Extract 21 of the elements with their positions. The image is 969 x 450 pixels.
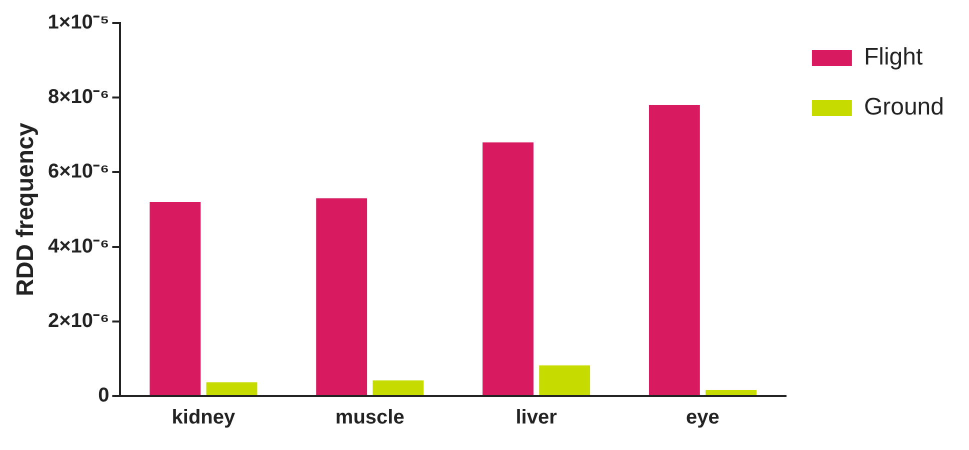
x-tick-label: liver bbox=[516, 406, 558, 429]
bar bbox=[648, 105, 700, 395]
bar bbox=[539, 365, 590, 395]
y-tick-label: 2×10⁻⁶ bbox=[48, 310, 110, 332]
x-tick-label: muscle bbox=[335, 406, 404, 429]
y-tick-label: 1×10⁻⁵ bbox=[48, 12, 110, 34]
legend-label: Ground bbox=[864, 94, 944, 121]
y-tick-label: 4×10⁻⁶ bbox=[48, 235, 110, 258]
y-tick-label: 8×10⁻⁶ bbox=[48, 86, 110, 108]
bar bbox=[150, 202, 201, 395]
y-tick-label: 0 bbox=[98, 384, 110, 407]
y-tick-label: 6×10⁻⁶ bbox=[48, 160, 110, 183]
bar bbox=[482, 142, 534, 395]
bar bbox=[316, 198, 368, 395]
bar bbox=[706, 390, 756, 395]
x-tick-label: eye bbox=[686, 406, 720, 429]
y-axis-title: RDD frequency bbox=[12, 122, 40, 296]
legend-label: Flight bbox=[864, 44, 923, 71]
x-tick-label: kidney bbox=[172, 406, 236, 429]
bar bbox=[372, 380, 424, 395]
bar bbox=[206, 382, 258, 395]
